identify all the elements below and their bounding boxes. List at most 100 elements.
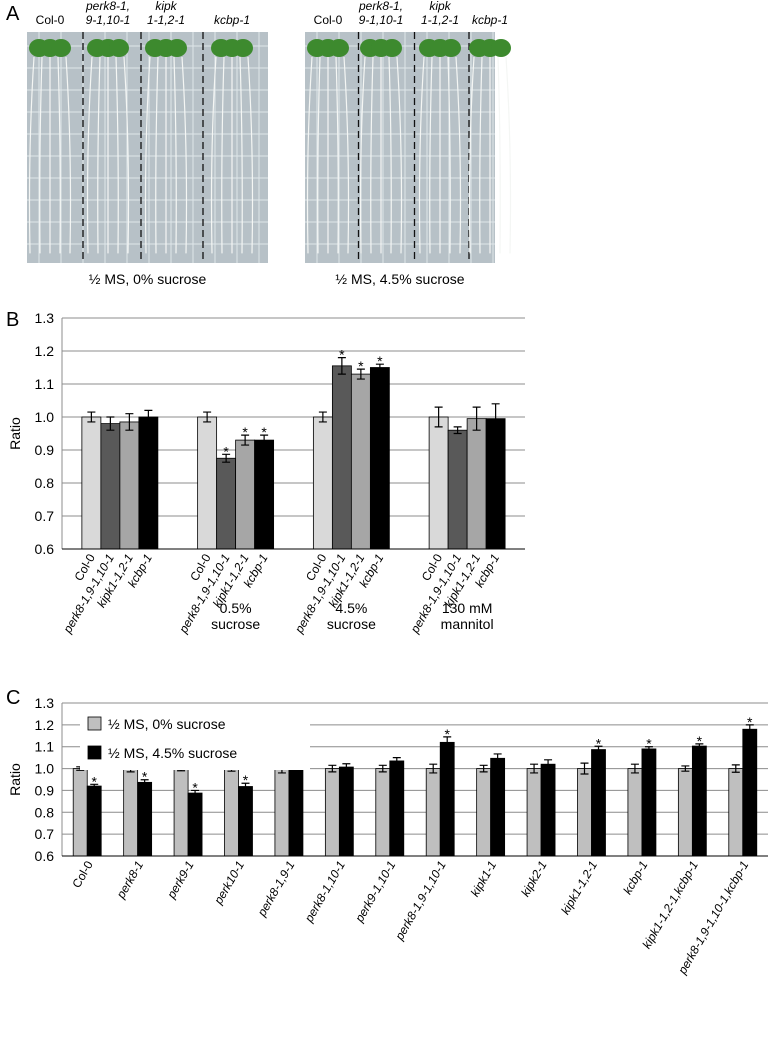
seedling — [233, 39, 253, 57]
error-bar — [544, 759, 553, 770]
photo — [305, 32, 495, 263]
group-label: 0.5% sucrose — [211, 600, 260, 632]
bar — [138, 416, 159, 550]
x-tick-label: perk8-1,9-1,10-1 — [392, 859, 449, 944]
y-tick-label: 1.2 — [35, 717, 55, 733]
x-tick-label: Col-0 — [69, 858, 96, 890]
root — [181, 56, 188, 254]
bar — [490, 757, 506, 857]
x-tick-label: kipk1-1,2-1,kcbp-1 — [639, 859, 700, 951]
significance-marker: * — [444, 726, 450, 742]
seedling — [51, 39, 71, 57]
root — [173, 56, 177, 254]
y-tick-label: 0.8 — [35, 475, 55, 491]
y-tick-label: 0.6 — [35, 848, 55, 864]
error-bar — [491, 403, 500, 435]
bar — [235, 439, 256, 550]
y-tick-label: 0.9 — [35, 782, 55, 798]
root — [115, 56, 119, 254]
bar — [137, 781, 153, 857]
bar — [350, 373, 371, 550]
significance-marker: * — [261, 424, 267, 440]
y-tick-label: 0.6 — [35, 541, 55, 557]
bar — [187, 792, 203, 857]
error-bar — [260, 434, 269, 446]
root — [317, 56, 321, 254]
bar — [86, 785, 102, 857]
legend-label: ½ MS, 0% sucrose — [108, 716, 226, 732]
root — [247, 56, 254, 254]
error-bar — [392, 757, 401, 765]
error-bar — [429, 763, 438, 774]
seedling — [167, 39, 187, 57]
bar — [173, 768, 189, 857]
bar — [540, 763, 556, 857]
error-bar — [594, 745, 603, 754]
error-bar — [241, 434, 250, 446]
bar — [224, 768, 239, 857]
x-tick-label: perk8-1,10-1 — [301, 859, 348, 926]
significance-marker: * — [646, 736, 652, 752]
bar — [197, 416, 218, 550]
panel-label: A — [6, 3, 20, 25]
x-tick-label: perk8-1,9-1 — [254, 859, 297, 920]
bar — [485, 418, 506, 550]
error-bar — [106, 416, 115, 431]
x-tick-label: perk9-1 — [164, 859, 197, 902]
bar — [742, 728, 758, 857]
x-tick-label: kipk1-1 — [468, 859, 499, 900]
bar — [100, 423, 121, 550]
x-tick-label: kipk2-1 — [518, 859, 549, 900]
y-axis-label: Ratio — [7, 763, 23, 796]
significance-marker: * — [192, 779, 198, 795]
y-tick-label: 0.8 — [35, 804, 55, 820]
significance-marker: * — [747, 714, 753, 730]
significance-marker: * — [91, 773, 97, 789]
y-axis-label: Ratio — [7, 417, 23, 450]
root — [239, 56, 243, 254]
bar — [677, 768, 693, 857]
bar — [324, 768, 340, 857]
bar — [331, 365, 352, 550]
significance-marker: * — [243, 772, 249, 788]
root — [396, 56, 403, 254]
bar — [577, 768, 592, 857]
bar — [274, 768, 290, 857]
root — [97, 56, 101, 254]
significance-marker: * — [223, 443, 229, 459]
error-bar — [479, 764, 488, 773]
error-bar — [140, 779, 149, 786]
bar — [428, 416, 449, 550]
seedling — [491, 39, 511, 57]
photo-label: kipk 1-1,2-1 — [421, 0, 459, 27]
root — [28, 56, 35, 254]
photo-label: kcbp-1 — [472, 13, 508, 27]
error-bar — [745, 724, 754, 735]
seedling — [382, 39, 402, 57]
x-tick-label: kipk1-1,2-1 — [558, 859, 600, 917]
error-bar — [356, 368, 365, 380]
root — [221, 56, 225, 254]
y-tick-label: 1.0 — [35, 761, 55, 777]
error-bar — [434, 406, 443, 428]
root — [86, 56, 93, 254]
bar — [375, 768, 391, 857]
error-bar — [644, 746, 653, 752]
bar — [447, 429, 468, 550]
error-bar — [328, 764, 337, 773]
error-bar — [681, 765, 690, 772]
photo-caption: ½ MS, 4.5% sucrose — [335, 271, 464, 287]
error-bar — [241, 782, 250, 791]
seedling — [441, 39, 461, 57]
y-tick-label: 1.1 — [35, 376, 55, 392]
significance-marker: * — [142, 769, 148, 785]
group-label: 4.5% sucrose — [327, 600, 376, 632]
error-bar — [125, 413, 134, 431]
bar — [312, 416, 333, 550]
root — [39, 56, 43, 254]
y-tick-label: 1.3 — [35, 695, 55, 711]
root — [123, 56, 130, 254]
photo-caption: ½ MS, 0% sucrose — [89, 271, 207, 287]
error-bar — [443, 736, 452, 749]
root — [370, 56, 374, 254]
